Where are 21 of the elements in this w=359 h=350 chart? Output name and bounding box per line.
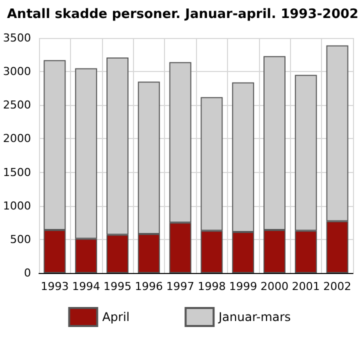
y-tick-label: 1000 [2,199,31,212]
y-tick-label: 3500 [2,32,31,44]
y-tick-label: 500 [10,232,31,246]
y-tick-label: 0 [24,266,31,280]
y-tick-label: 1500 [2,166,31,179]
legend-label: April [102,310,130,324]
x-tick-label: 2002 [323,280,352,293]
chart-title: Antall skadde personer. Januar-april. 1993-2002 [7,7,358,22]
x-tick-label: 2001 [292,280,320,293]
x-tick-label: 1997 [166,280,194,293]
x-tick-label: 1995 [103,280,132,293]
x-tick-label: 1999 [229,280,258,293]
y-tick-label: 2000 [2,132,31,146]
legend-label: Januar-mars [218,310,291,324]
x-tick-label: 1998 [198,280,226,293]
x-tick-label: 1996 [134,280,163,293]
x-tick-label: 1994 [72,280,100,293]
x-tick-label: 2000 [260,280,288,293]
y-tick-label: 3000 [2,65,31,78]
y-tick-label: 2500 [2,98,31,112]
x-tick-label: 1993 [40,280,69,293]
